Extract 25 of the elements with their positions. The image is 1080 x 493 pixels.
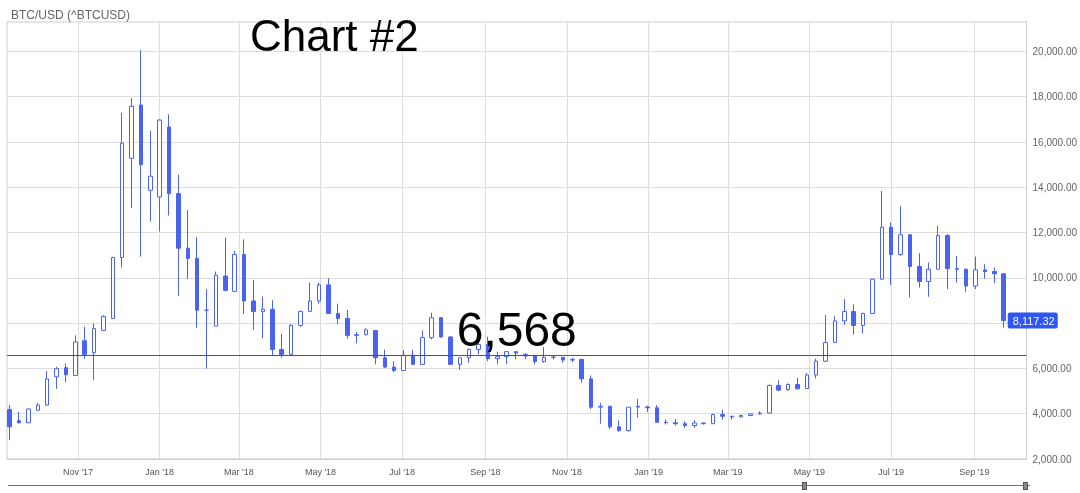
x-tick-label: Jan '19 — [634, 466, 664, 477]
x-tick-label: Nov '18 — [551, 466, 583, 477]
y-tick-label: 4,000.00 — [1032, 408, 1072, 420]
x-tick-label: Sep '18 — [470, 466, 501, 477]
y-tick-label: 14,000.00 — [1032, 181, 1078, 193]
x-tick-label: Jul '19 — [878, 466, 905, 477]
x-tick-label: May '18 — [304, 466, 337, 477]
y-tick-label: 20,000.00 — [1032, 45, 1078, 57]
ref-line-label: 6,568 — [456, 303, 577, 357]
x-tick-label: Jul '18 — [389, 466, 416, 477]
y-tick-label: 12,000.00 — [1032, 227, 1078, 239]
x-tick-label: Sep '19 — [959, 466, 990, 477]
x-tick-label: May '19 — [793, 466, 826, 477]
chart-subtitle: Chart #2 — [250, 10, 419, 60]
y-tick-label: 16,000.00 — [1032, 136, 1078, 148]
y-tick-label: 18,000.00 — [1032, 91, 1078, 103]
chart-title: BTC/USD (^BTCUSD) — [11, 8, 130, 22]
x-tick-label: Mar '19 — [712, 466, 743, 477]
y-tick-label: 10,000.00 — [1032, 272, 1078, 284]
annotation: 8,117.32 — [1012, 314, 1055, 327]
y-tick-label: 6,000.00 — [1032, 362, 1072, 374]
x-tick-label: Mar '18 — [223, 466, 254, 477]
x-tick-label: Jan '18 — [145, 466, 175, 477]
x-tick-label: Nov '17 — [62, 466, 94, 477]
y-tick-label: 2,000.00 — [1032, 453, 1072, 465]
